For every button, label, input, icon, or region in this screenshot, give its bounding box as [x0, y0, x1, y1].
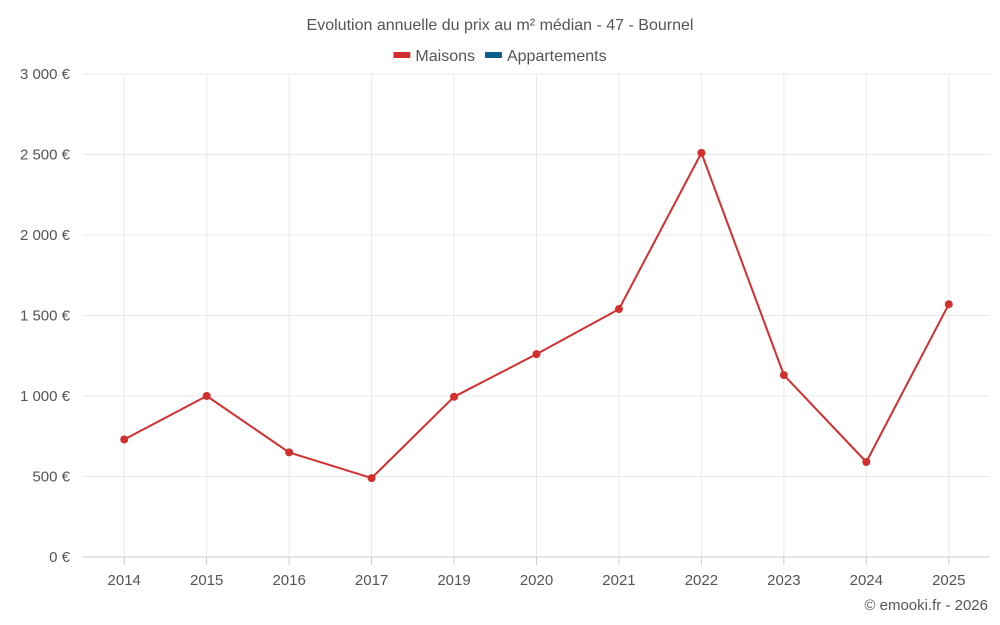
y-tick-label: 1 500 €: [20, 308, 71, 325]
y-tick-label: 2 500 €: [20, 147, 71, 164]
data-point[interactable]: [532, 350, 541, 359]
chart-title: Evolution annuelle du prix au m² médian …: [307, 17, 694, 34]
x-tick-label: 2017: [355, 572, 388, 589]
legend-swatch: [484, 52, 502, 58]
legend: Maisons Appartements: [393, 48, 607, 65]
legend-swatch: [393, 52, 411, 58]
data-point[interactable]: [285, 448, 294, 457]
legend-item-maisons[interactable]: Maisons: [393, 48, 475, 65]
data-point[interactable]: [202, 392, 211, 400]
grid-lines: [83, 73, 990, 558]
x-tick-label: 2023: [767, 572, 800, 589]
series-group: [120, 148, 953, 483]
data-point[interactable]: [614, 305, 623, 314]
x-tick-label: 2024: [850, 572, 883, 589]
legend-label: Maisons: [415, 48, 475, 65]
y-tick-label: 2 000 €: [20, 227, 71, 244]
data-point[interactable]: [450, 392, 459, 401]
data-point[interactable]: [862, 458, 871, 467]
data-point[interactable]: [697, 148, 706, 157]
y-tick-label: 1 000 €: [20, 388, 71, 405]
credit-text: © emooki.fr - 2026: [864, 597, 988, 614]
y-tick-label: 500 €: [32, 469, 70, 486]
x-tick-label: 2019: [437, 572, 470, 589]
legend-item-appartements[interactable]: Appartements: [484, 48, 607, 65]
x-tick-label: 2015: [190, 572, 223, 589]
data-point[interactable]: [367, 474, 376, 483]
y-axis: 0 € 500 € 1 000 € 1 500 € 2 000 € 2 500 € 3 00…: [20, 66, 71, 566]
data-point[interactable]: [120, 435, 129, 444]
x-tick-label: 2021: [602, 572, 635, 589]
x-tick-label: 2022: [685, 572, 718, 589]
x-axis: 2014 2015 2016 2017 2019 2020 2021 2022 2023 2024…: [83, 556, 990, 589]
data-point[interactable]: [944, 300, 953, 309]
data-point[interactable]: [779, 371, 788, 380]
legend-label: Appartements: [507, 48, 607, 65]
y-tick-label: 0 €: [49, 549, 71, 566]
x-tick-label: 2020: [520, 572, 553, 589]
x-tick-label: 2025: [932, 572, 965, 589]
x-tick-label: 2014: [108, 572, 141, 589]
y-tick-label: 3 000 €: [20, 66, 71, 83]
x-tick-label: 2016: [272, 572, 305, 589]
